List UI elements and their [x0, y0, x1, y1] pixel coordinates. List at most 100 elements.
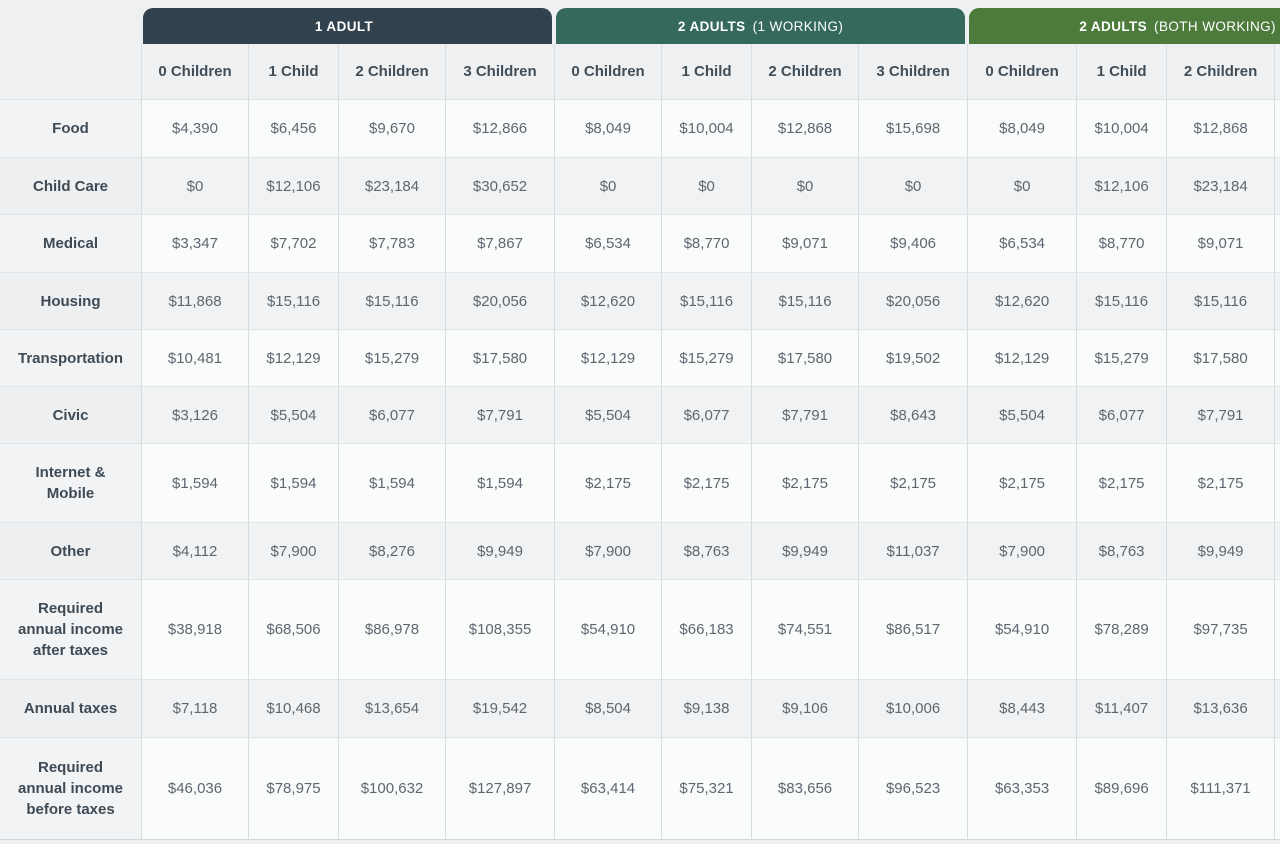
value-cell: $10,006: [858, 680, 968, 738]
row-label: Housing: [0, 273, 141, 330]
value-cell: $68,506: [248, 580, 338, 680]
value-cell: [1274, 215, 1280, 273]
table-row: Civic $3,126 $5,504 $6,077 $7,791 $5,504 $6,07…: [0, 387, 1280, 444]
value-cell: $10,481: [141, 330, 248, 387]
value-cell: $9,138: [661, 680, 752, 738]
value-cell: $2,175: [751, 444, 859, 523]
value-cell: $2,175: [554, 444, 662, 523]
value-cell: $15,116: [751, 273, 859, 330]
value-cell: $9,949: [751, 523, 859, 580]
value-cell: $9,670: [338, 100, 445, 158]
value-cell: $15,116: [661, 273, 752, 330]
value-cell: $7,900: [554, 523, 662, 580]
table-row: Child Care $0 $12,106 $23,184 $30,652 $0 $0 $0 $…: [0, 158, 1280, 215]
value-cell: $6,456: [248, 100, 338, 158]
value-cell: $66,183: [661, 580, 752, 680]
value-cell: $12,129: [967, 330, 1077, 387]
group-tab-sublabel: (BOTH WORKING): [1154, 18, 1276, 34]
column-header-row: 0 Children 1 Child 2 Children 3 Children 0 C…: [0, 44, 1280, 100]
value-cell: $12,620: [967, 273, 1077, 330]
group-header-cell: 1 ADULT: [141, 0, 554, 44]
column-header: 0 Children: [141, 44, 248, 100]
value-cell: $100,632: [338, 738, 445, 840]
column-header: 3 Children: [858, 44, 968, 100]
value-cell: [1274, 738, 1280, 840]
value-cell: $63,353: [967, 738, 1077, 840]
value-cell: $13,654: [338, 680, 445, 738]
row-label: Child Care: [0, 158, 141, 215]
value-cell: $111,371: [1166, 738, 1275, 840]
value-cell: $4,112: [141, 523, 248, 580]
value-cell: $97,735: [1166, 580, 1275, 680]
value-cell: $2,175: [1166, 444, 1275, 523]
value-cell: $8,763: [661, 523, 752, 580]
value-cell: $1,594: [248, 444, 338, 523]
value-cell: $1,594: [338, 444, 445, 523]
value-cell: $15,116: [248, 273, 338, 330]
value-cell: $13,636: [1166, 680, 1275, 738]
table-row: Internet & Mobile $1,594 $1,594 $1,594 $1,59…: [0, 444, 1280, 523]
column-header: 3 Children: [445, 44, 555, 100]
value-cell: [1274, 387, 1280, 444]
value-cell: $8,504: [554, 680, 662, 738]
value-cell: $8,049: [967, 100, 1077, 158]
value-cell: $5,504: [967, 387, 1077, 444]
value-cell: $46,036: [141, 738, 248, 840]
value-cell: $8,276: [338, 523, 445, 580]
row-label: Required annual income before taxes: [0, 738, 141, 840]
value-cell: $75,321: [661, 738, 752, 840]
value-cell: $38,918: [141, 580, 248, 680]
row-label: Other: [0, 523, 141, 580]
value-cell: $8,770: [1076, 215, 1167, 273]
value-cell: $7,900: [967, 523, 1077, 580]
table-row: Food $4,390 $6,456 $9,670 $12,866 $8,049 $10,0…: [0, 100, 1280, 158]
value-cell: [1274, 680, 1280, 738]
value-cell: [1274, 330, 1280, 387]
value-cell: $0: [554, 158, 662, 215]
value-cell: [1274, 100, 1280, 158]
row-label: Required annual income after taxes: [0, 580, 141, 680]
value-cell: $17,580: [445, 330, 555, 387]
value-cell: $12,129: [248, 330, 338, 387]
value-cell: $6,077: [661, 387, 752, 444]
value-cell: $19,542: [445, 680, 555, 738]
value-cell: $96,523: [858, 738, 968, 840]
value-cell: $15,698: [858, 100, 968, 158]
column-header: 0 Children: [554, 44, 662, 100]
value-cell: $12,106: [248, 158, 338, 215]
value-cell: $6,534: [554, 215, 662, 273]
value-cell: $12,129: [554, 330, 662, 387]
table-body: Food $4,390 $6,456 $9,670 $12,866 $8,049 $10,0…: [0, 100, 1280, 840]
column-header: 2 Children: [338, 44, 445, 100]
value-cell: $9,071: [751, 215, 859, 273]
value-cell: $78,975: [248, 738, 338, 840]
group-tab: 2 ADULTS (1 WORKING): [556, 8, 966, 44]
value-cell: $8,443: [967, 680, 1077, 738]
group-header-cell: 2 ADULTS (BOTH WORKING): [967, 0, 1280, 44]
column-header: 1 Child: [1076, 44, 1167, 100]
value-cell: $9,106: [751, 680, 859, 738]
group-tab: 2 ADULTS (BOTH WORKING): [969, 8, 1280, 44]
row-label: Internet & Mobile: [0, 444, 141, 523]
group-tab-label: 2 ADULTS: [1079, 18, 1148, 34]
row-label: Civic: [0, 387, 141, 444]
group-tab-label: 1 ADULT: [314, 18, 374, 34]
value-cell: $5,504: [248, 387, 338, 444]
column-header: [1274, 44, 1280, 100]
value-cell: $11,868: [141, 273, 248, 330]
value-cell: $7,118: [141, 680, 248, 738]
value-cell: $9,949: [445, 523, 555, 580]
value-cell: $9,406: [858, 215, 968, 273]
column-header: 1 Child: [661, 44, 752, 100]
value-cell: $15,279: [1076, 330, 1167, 387]
value-cell: $86,978: [338, 580, 445, 680]
table-row: Transportation $10,481 $12,129 $15,279 $17,5…: [0, 330, 1280, 387]
table-header: 1 ADULT 2 ADULTS (1 WORKING) 2 ADULTS (BOTH …: [0, 0, 1280, 100]
value-cell: $0: [661, 158, 752, 215]
value-cell: $54,910: [554, 580, 662, 680]
value-cell: $8,763: [1076, 523, 1167, 580]
value-cell: $23,184: [1166, 158, 1275, 215]
table-row: Required annual income after taxes $38,91…: [0, 580, 1280, 680]
table-corner: [0, 0, 141, 44]
